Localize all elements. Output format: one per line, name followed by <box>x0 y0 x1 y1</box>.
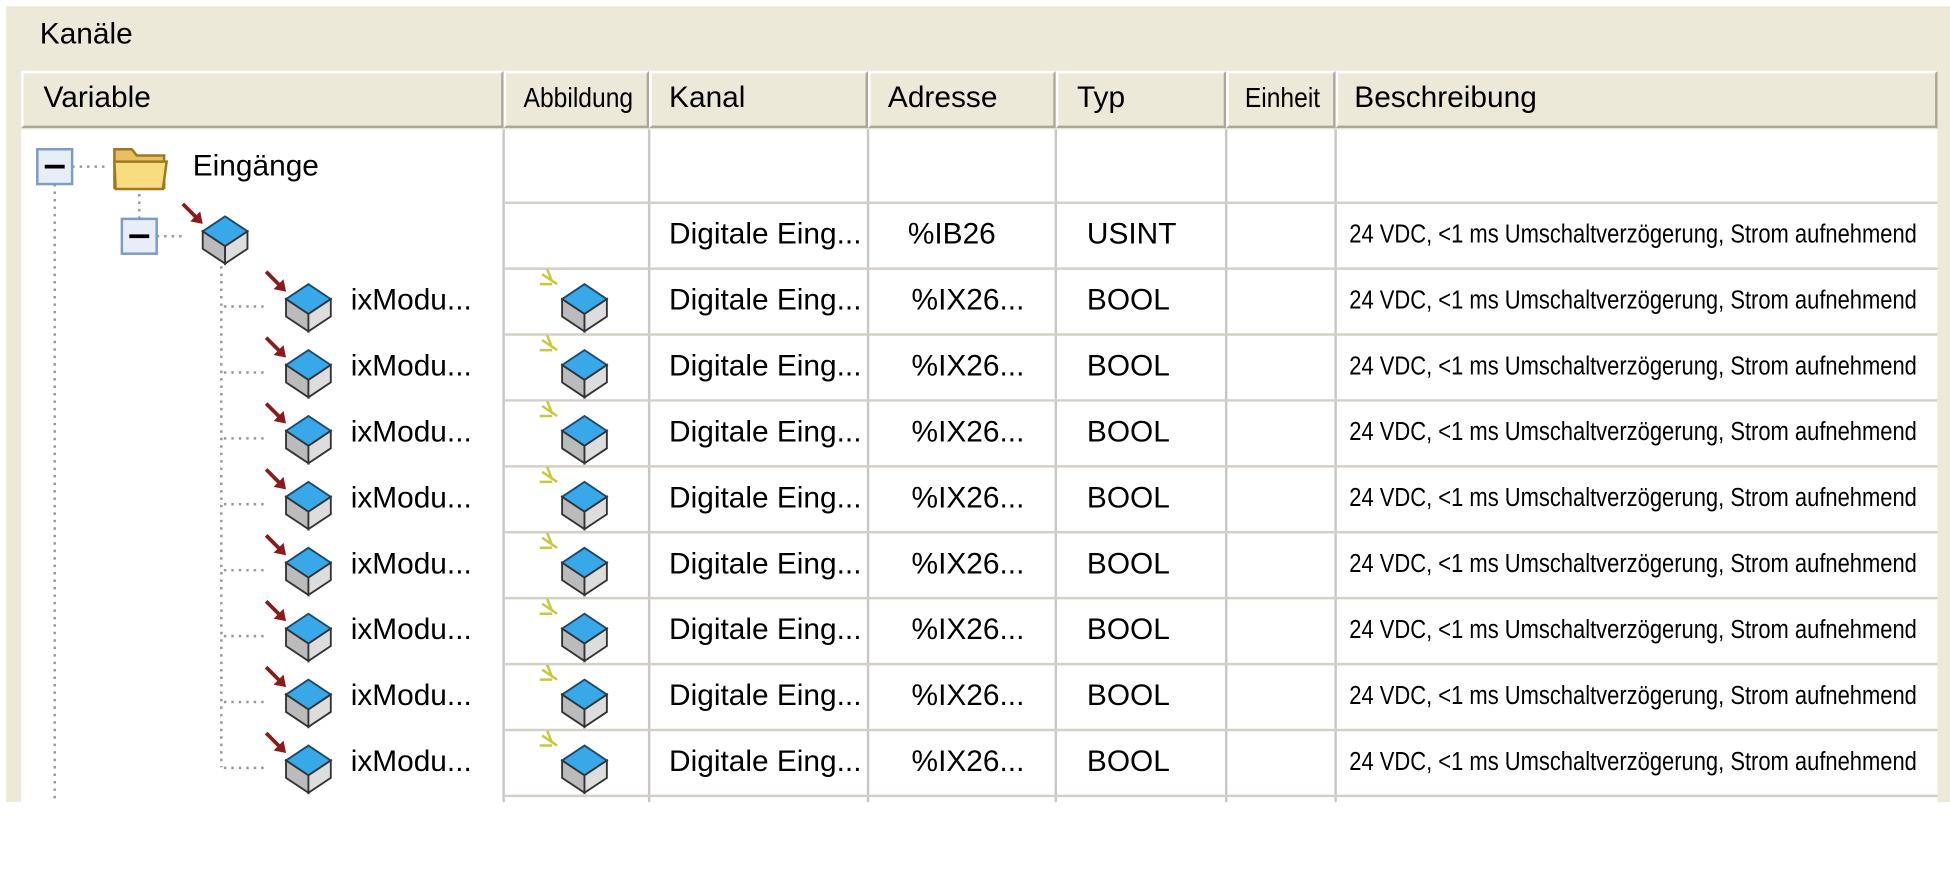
column-header[interactable]: Abbildung <box>503 70 650 129</box>
input-arrowhead <box>190 211 203 224</box>
variable-name: ixModu... <box>350 348 472 383</box>
mapping-icon-side <box>583 758 608 795</box>
typ-cell: BOOL <box>1086 546 1170 581</box>
column-header[interactable]: Typ <box>1055 70 1227 129</box>
kanal-cell: Digitale Eing... <box>669 282 862 317</box>
column-header[interactable]: Kanal <box>649 70 869 129</box>
input-arrowhead <box>273 345 287 358</box>
panel-title: Kanäle <box>39 17 133 51</box>
variable-name: ixModu... <box>350 414 472 449</box>
channel-icon-side <box>307 429 332 465</box>
channel-icon-side <box>307 363 332 400</box>
kanal-cell: Digitale Eing... <box>669 744 862 778</box>
typ-cell: BOOL <box>1086 612 1170 647</box>
input-arrowhead <box>273 740 287 753</box>
variable-name: ixModu... <box>350 480 472 515</box>
column-header-label: Beschreibung <box>1354 80 1537 115</box>
channel-icon-side <box>307 297 332 334</box>
kanal-cell: Digitale Eing... <box>669 348 862 383</box>
adresse-cell: %IX26... <box>911 348 1025 383</box>
kanal-cell: Digitale Eing... <box>669 546 862 581</box>
channel-icon-side <box>307 626 332 663</box>
variable-name: ixModu... <box>350 546 472 581</box>
variable-name: ixModu... <box>350 744 472 778</box>
column-header-label: Abbildung <box>523 82 634 114</box>
kanal-cell: Digitale Eing... <box>669 612 862 647</box>
kanal-cell: Digitale Eing... <box>669 480 862 515</box>
mapping-icon-side <box>583 495 608 531</box>
mapping-mark <box>539 334 558 352</box>
mapping-mark <box>539 466 558 484</box>
mapping-icon-side <box>583 626 608 663</box>
adresse-cell: %IX26... <box>911 546 1025 581</box>
folder-front <box>113 160 169 191</box>
mapping-mark <box>539 400 558 418</box>
variable-name: ixModu... <box>350 612 472 647</box>
column-header-label: Typ <box>1076 80 1126 115</box>
column-header-label: Variable <box>43 80 151 115</box>
column-header[interactable]: Beschreibung <box>1335 70 1938 129</box>
typ-cell: BOOL <box>1086 348 1170 383</box>
adresse-cell: %IX26... <box>911 282 1025 317</box>
input-arrowhead <box>273 608 287 622</box>
column-header-label: Einheit <box>1244 82 1321 114</box>
mapping-icon-side <box>583 363 608 400</box>
mapping-icon-side <box>583 297 608 334</box>
kanal-cell: Digitale Eing... <box>669 678 862 712</box>
variable-name: ixModu... <box>350 678 472 712</box>
column-header[interactable]: Einheit <box>1226 70 1336 129</box>
variable-name: Eingänge <box>192 148 319 183</box>
channel-icon-side <box>307 692 332 729</box>
mapping-mark <box>539 532 558 550</box>
module-icon-side <box>224 229 249 266</box>
mapping-mark <box>539 730 558 747</box>
mapping-icon-side <box>583 560 608 597</box>
mapping-mark <box>539 598 558 615</box>
input-arrowhead <box>273 476 287 490</box>
adresse-cell: %IX26... <box>911 414 1025 449</box>
typ-cell: BOOL <box>1086 414 1170 449</box>
adresse-cell: %IB26 <box>907 217 996 251</box>
beschreibung-cell: 24 VDC, <1 ms Umschaltverzögerung, Strom… <box>1349 614 1917 644</box>
input-arrowhead <box>273 542 287 556</box>
column-header-label: Adresse <box>887 80 998 115</box>
typ-cell: BOOL <box>1086 480 1170 515</box>
adresse-cell: %IX26... <box>911 678 1025 712</box>
input-arrowhead <box>273 279 287 292</box>
mapping-mark <box>539 664 558 681</box>
column-header-label: Kanal <box>669 80 746 115</box>
channel-icon-side <box>307 495 332 531</box>
mapping-icon-side <box>583 429 608 465</box>
typ-cell: BOOL <box>1086 744 1170 778</box>
beschreibung-cell: 24 VDC, <1 ms Umschaltverzögerung, Strom… <box>1349 549 1917 578</box>
beschreibung-cell: 24 VDC, <1 ms Umschaltverzögerung, Strom… <box>1349 746 1917 776</box>
beschreibung-cell: 24 VDC, <1 ms Umschaltverzögerung, Strom… <box>1349 219 1917 249</box>
input-arrowhead <box>273 674 287 688</box>
kanal-cell: Digitale Eing... <box>669 217 862 251</box>
typ-cell: BOOL <box>1086 282 1170 317</box>
mapping-mark <box>539 268 558 286</box>
adresse-cell: %IX26... <box>911 480 1025 515</box>
adresse-cell: %IX26... <box>911 612 1025 647</box>
kanal-cell: Digitale Eing... <box>669 414 862 449</box>
adresse-cell: %IX26... <box>911 744 1025 778</box>
beschreibung-cell: 24 VDC, <1 ms Umschaltverzögerung, Strom… <box>1349 483 1917 512</box>
variable-name: ixModu... <box>350 282 472 317</box>
typ-cell: USINT <box>1086 217 1177 251</box>
channel-icon-side <box>307 560 332 597</box>
beschreibung-cell: 24 VDC, <1 ms Umschaltverzögerung, Strom… <box>1349 351 1917 380</box>
typ-cell: BOOL <box>1086 678 1170 712</box>
column-header[interactable]: Variable <box>21 70 504 129</box>
beschreibung-cell: 24 VDC, <1 ms Umschaltverzögerung, Strom… <box>1349 285 1917 315</box>
beschreibung-cell: 24 VDC, <1 ms Umschaltverzögerung, Strom… <box>1349 417 1917 446</box>
channel-icon-side <box>307 758 332 795</box>
input-arrowhead <box>273 411 287 424</box>
mapping-icon-side <box>583 692 608 729</box>
beschreibung-cell: 24 VDC, <1 ms Umschaltverzögerung, Strom… <box>1349 680 1917 710</box>
column-header[interactable]: Adresse <box>868 70 1056 129</box>
